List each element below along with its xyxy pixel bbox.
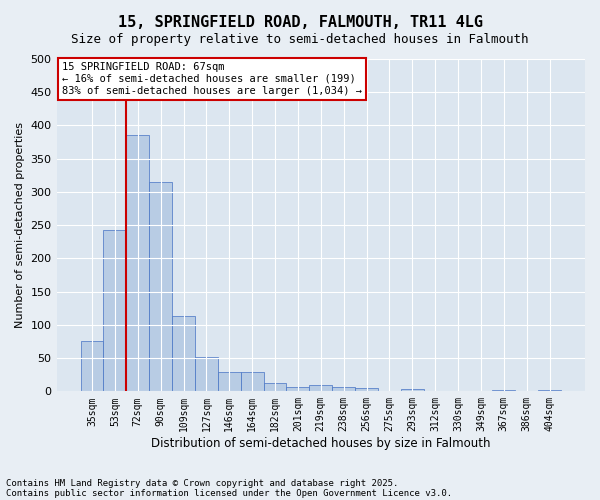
Bar: [263, 382, 286, 392]
Bar: [493, 390, 515, 392]
Bar: [218, 372, 241, 392]
Bar: [149, 182, 172, 392]
Bar: [538, 390, 561, 392]
Bar: [332, 388, 355, 392]
X-axis label: Distribution of semi-detached houses by size in Falmouth: Distribution of semi-detached houses by …: [151, 437, 491, 450]
Bar: [310, 386, 332, 392]
Text: Size of property relative to semi-detached houses in Falmouth: Size of property relative to semi-detach…: [71, 32, 529, 46]
Bar: [401, 390, 424, 392]
Text: 15 SPRINGFIELD ROAD: 67sqm
← 16% of semi-detached houses are smaller (199)
83% o: 15 SPRINGFIELD ROAD: 67sqm ← 16% of semi…: [62, 62, 362, 96]
Bar: [241, 372, 263, 392]
Bar: [80, 342, 103, 392]
Text: Contains public sector information licensed under the Open Government Licence v3: Contains public sector information licen…: [6, 488, 452, 498]
Bar: [127, 136, 149, 392]
Bar: [355, 388, 378, 392]
Bar: [172, 316, 195, 392]
Bar: [103, 230, 127, 392]
Bar: [286, 386, 310, 392]
Text: Contains HM Land Registry data © Crown copyright and database right 2025.: Contains HM Land Registry data © Crown c…: [6, 478, 398, 488]
Text: 15, SPRINGFIELD ROAD, FALMOUTH, TR11 4LG: 15, SPRINGFIELD ROAD, FALMOUTH, TR11 4LG: [118, 15, 482, 30]
Y-axis label: Number of semi-detached properties: Number of semi-detached properties: [15, 122, 25, 328]
Bar: [195, 358, 218, 392]
